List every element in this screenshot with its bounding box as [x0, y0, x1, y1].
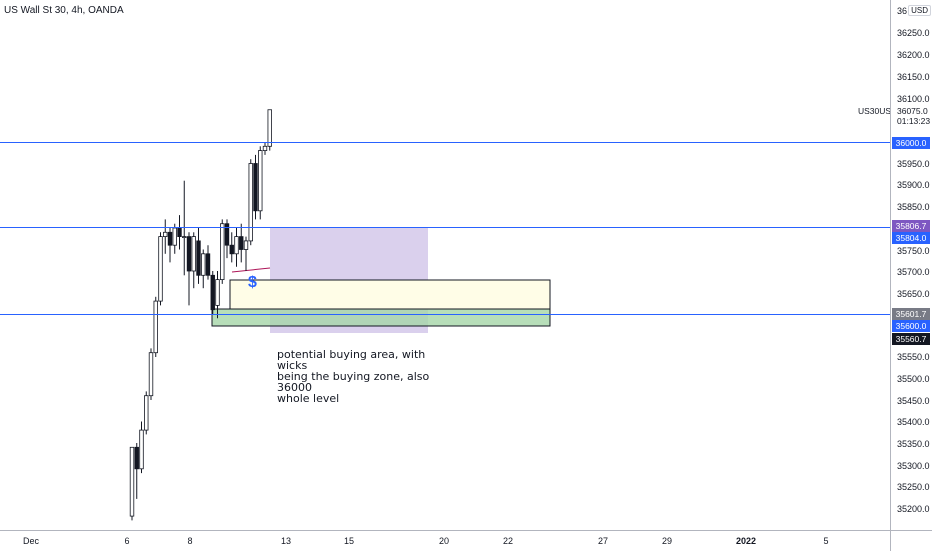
trend-line: [231, 267, 271, 273]
dollar-icon: $: [248, 274, 257, 291]
candle-body: [258, 150, 263, 212]
candle-body: [234, 236, 239, 255]
price-tick: 36250.0: [897, 28, 930, 38]
candlestick-chart[interactable]: [0, 0, 890, 530]
currency-button[interactable]: USD: [908, 5, 931, 16]
price-tick: 35350.0: [897, 439, 930, 449]
candle-body: [158, 236, 163, 302]
candle-body: [229, 244, 234, 255]
candle-body: [210, 274, 215, 311]
candle-body: [201, 253, 206, 276]
time-tick: 5: [823, 536, 829, 546]
annotation-text[interactable]: potential buying area, with wicks being …: [277, 349, 447, 404]
time-tick: 22: [502, 536, 514, 546]
price-tick: 35450.0: [897, 396, 930, 406]
candle-body: [220, 223, 225, 280]
time-tick: 27: [597, 536, 609, 546]
price-tick: 35850.0: [897, 202, 930, 212]
annotation-line: whole level: [277, 392, 340, 405]
price-tick: 35200.0: [897, 504, 930, 514]
price-tick: 35400.0: [897, 417, 930, 427]
candle-body: [205, 253, 211, 276]
symbol-title: US Wall St 30, 4h, OANDA: [4, 5, 124, 16]
price-tick: 35300.0: [897, 461, 930, 471]
price-tick: 35950.0: [897, 159, 930, 169]
candle-body: [248, 163, 253, 242]
time-tick: 6: [124, 536, 130, 546]
candle-body: [129, 446, 135, 517]
candle-body: [243, 240, 249, 250]
candle-body: [224, 223, 230, 246]
candles-group: [129, 109, 272, 521]
level-line-35600[interactable]: [0, 314, 890, 315]
time-tick: 2022: [735, 536, 757, 546]
candle-body: [144, 395, 149, 431]
candle-body: [191, 236, 196, 272]
current-price-value: 36075.0: [897, 106, 928, 116]
time-tick: Dec: [22, 536, 40, 546]
candle-body: [186, 236, 192, 272]
price-label-35806: 35806.7: [892, 220, 930, 232]
price-tick: 35250.0: [897, 482, 930, 492]
time-axis[interactable]: Dec 6 8 13 15 20 22 27 29 2022 5: [0, 530, 890, 551]
price-tick: 35500.0: [897, 374, 930, 384]
price-label-36000: 36000.0: [892, 137, 930, 149]
candle-body: [134, 446, 139, 470]
annotation-line: being the buying zone, also 36000: [277, 370, 430, 394]
candle-body: [262, 145, 268, 152]
price-tick: 35900.0: [897, 180, 930, 190]
countdown: 01:13:23: [897, 116, 931, 126]
candle-body: [215, 279, 220, 306]
candle-body: [148, 352, 154, 397]
time-tick: 8: [187, 536, 193, 546]
chart-area[interactable]: US Wall St 30, 4h, OANDA $ potential buy…: [0, 0, 890, 530]
current-price: 36075.0 01:13:23: [897, 106, 930, 126]
time-tick: 13: [280, 536, 292, 546]
price-tick: 35650.0: [897, 289, 930, 299]
candle-body: [182, 236, 187, 239]
price-axis[interactable]: 36 USD 36250.0 36200.0 36150.0 36100.0 3…: [890, 0, 932, 530]
level-line-36000[interactable]: [0, 142, 890, 143]
candle-body: [196, 240, 201, 276]
candle-body: [253, 163, 258, 212]
level-line-35804[interactable]: [0, 227, 890, 228]
candle-body: [172, 227, 177, 246]
price-tick: 36100.0: [897, 94, 930, 104]
green-zone: [211, 308, 551, 327]
symbol-label: US30USD: [858, 106, 890, 116]
annotation-line: potential buying area, with wicks: [277, 348, 426, 372]
candle-body: [177, 227, 182, 237]
price-label-35560: 35560.7: [892, 333, 930, 345]
price-tick: 36200.0: [897, 50, 930, 60]
price-tick: 35700.0: [897, 267, 930, 277]
price-tick: 36150.0: [897, 72, 930, 82]
candle-body: [153, 300, 158, 354]
time-tick: 20: [438, 536, 450, 546]
price-label-35804: 35804.0: [892, 232, 930, 244]
price-tick: 36: [897, 6, 908, 16]
candle-body: [163, 231, 168, 238]
candle-body: [267, 109, 272, 147]
candle-body: [167, 231, 173, 246]
price-tick: 35750.0: [897, 246, 930, 256]
axis-corner: [890, 530, 932, 551]
price-label-35600: 35600.0: [892, 320, 930, 332]
price-tick: 35550.0: [897, 352, 930, 362]
time-tick: 29: [661, 536, 673, 546]
yellow-zone: [229, 279, 551, 310]
candle-body: [239, 236, 244, 250]
time-tick: 15: [343, 536, 355, 546]
price-label-35601: 35601.7: [892, 308, 930, 320]
candle-body: [139, 429, 144, 470]
